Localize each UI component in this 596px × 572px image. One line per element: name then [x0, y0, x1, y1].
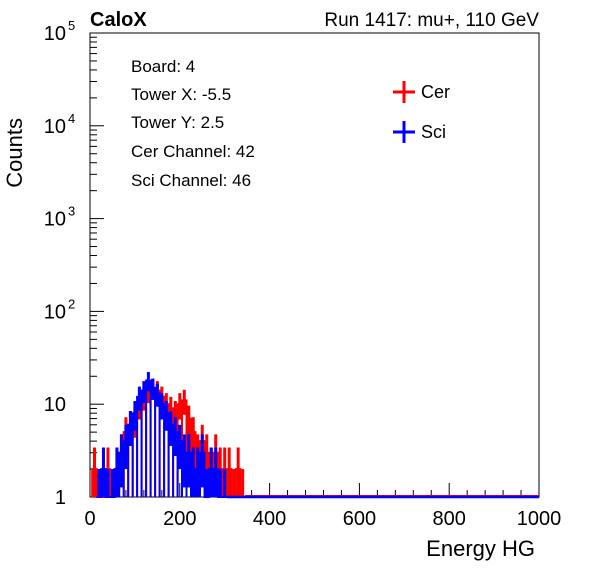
y-tick-exponent: 3 — [68, 204, 75, 219]
run-info-label: Run 1417: mu+, 110 GeV — [324, 10, 539, 31]
x-tick-label: 0 — [84, 508, 95, 530]
info-line-4: Sci Channel: 46 — [131, 171, 251, 190]
brand-label: CaloX — [90, 9, 147, 31]
y-tick-label: 10 — [44, 209, 66, 231]
x-tick-label: 200 — [163, 508, 196, 530]
y-tick-exponent: 5 — [68, 18, 75, 33]
y-tick-exponent: 4 — [68, 111, 75, 126]
y-axis-label: Counts — [2, 118, 27, 188]
y-tick-label: 10 — [44, 301, 66, 323]
info-line-1: Tower X: -5.5 — [131, 85, 231, 104]
info-line-3: Cer Channel: 42 — [131, 142, 255, 161]
legend-marker-cer — [393, 81, 415, 103]
info-line-0: Board: 4 — [131, 57, 195, 76]
x-tick-label: 1000 — [517, 508, 562, 530]
legend-label-sci: Sci — [421, 122, 446, 142]
info-line-2: Tower Y: 2.5 — [131, 113, 224, 132]
x-tick-label: 400 — [253, 508, 286, 530]
y-tick-exponent: 2 — [68, 296, 75, 311]
series-layer — [91, 371, 539, 499]
x-axis-label: Energy HG — [426, 536, 535, 561]
series-sci — [96, 371, 227, 498]
x-tick-label: 600 — [343, 508, 376, 530]
y-tick-label: 10 — [44, 116, 66, 138]
legend-label-cer: Cer — [421, 82, 450, 102]
legend: Cer Sci — [393, 81, 450, 143]
y-tick-label: 10 — [44, 23, 66, 45]
legend-marker-sci — [393, 121, 415, 143]
x-tick-label: 800 — [433, 508, 466, 530]
y-tick-label: 1 — [55, 487, 66, 509]
y-tick-label: 10 — [44, 394, 66, 416]
